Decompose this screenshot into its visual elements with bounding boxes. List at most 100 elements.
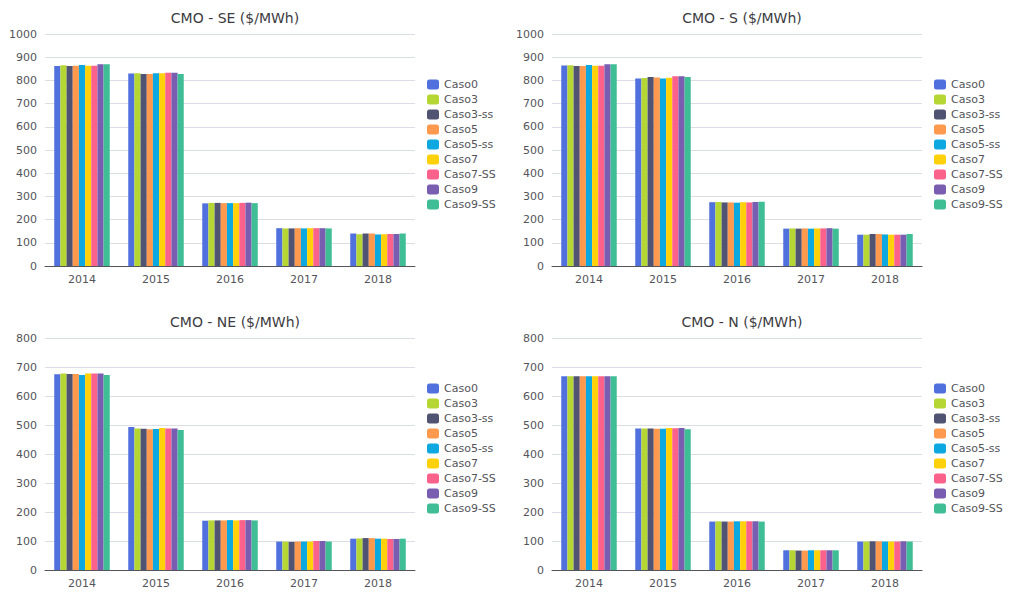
svg-text:2017: 2017 [290, 577, 318, 590]
svg-text:100: 100 [523, 535, 544, 548]
svg-text:2014: 2014 [575, 273, 603, 286]
svg-text:Caso9-SS: Caso9-SS [951, 502, 1003, 515]
svg-text:2018: 2018 [364, 577, 392, 590]
svg-text:2016: 2016 [216, 273, 244, 286]
svg-text:2017: 2017 [797, 273, 825, 286]
svg-text:500: 500 [523, 419, 544, 432]
svg-text:500: 500 [16, 144, 37, 157]
svg-text:Caso7-SS: Caso7-SS [444, 168, 496, 181]
svg-text:100: 100 [523, 236, 544, 249]
svg-text:Caso0: Caso0 [951, 78, 985, 91]
svg-text:Caso7-SS: Caso7-SS [444, 472, 496, 485]
svg-text:Caso5: Caso5 [444, 427, 478, 440]
svg-text:200: 200 [523, 506, 544, 519]
svg-text:2014: 2014 [68, 273, 96, 286]
svg-text:CMO - NE ($/MWh): CMO - NE ($/MWh) [170, 314, 300, 330]
svg-text:400: 400 [523, 448, 544, 461]
svg-text:700: 700 [523, 97, 544, 110]
svg-text:300: 300 [16, 477, 37, 490]
svg-text:2015: 2015 [142, 273, 170, 286]
svg-text:Caso0: Caso0 [444, 382, 478, 395]
svg-text:0: 0 [30, 260, 37, 273]
svg-text:Caso9: Caso9 [444, 487, 478, 500]
svg-text:2018: 2018 [364, 273, 392, 286]
svg-text:Caso9-SS: Caso9-SS [951, 198, 1003, 211]
svg-text:700: 700 [16, 361, 37, 374]
svg-text:2016: 2016 [216, 577, 244, 590]
svg-text:300: 300 [523, 477, 544, 490]
svg-text:400: 400 [523, 167, 544, 180]
svg-text:Caso9-SS: Caso9-SS [444, 502, 496, 515]
svg-text:600: 600 [523, 120, 544, 133]
svg-text:200: 200 [16, 506, 37, 519]
svg-text:2017: 2017 [290, 273, 318, 286]
svg-text:100: 100 [16, 535, 37, 548]
svg-text:CMO - S ($/MWh): CMO - S ($/MWh) [682, 10, 802, 26]
svg-text:2015: 2015 [649, 273, 677, 286]
svg-text:600: 600 [523, 390, 544, 403]
svg-text:Caso9: Caso9 [951, 183, 985, 196]
svg-text:2015: 2015 [142, 577, 170, 590]
svg-text:Caso0: Caso0 [444, 78, 478, 91]
svg-text:2014: 2014 [575, 577, 603, 590]
svg-text:800: 800 [16, 74, 37, 87]
svg-text:Caso5-ss: Caso5-ss [951, 138, 1001, 151]
svg-text:800: 800 [16, 332, 37, 345]
svg-text:Caso3-ss: Caso3-ss [444, 108, 494, 121]
svg-text:Caso3: Caso3 [444, 93, 478, 106]
svg-text:700: 700 [16, 97, 37, 110]
svg-text:Caso3-ss: Caso3-ss [951, 412, 1001, 425]
svg-text:2018: 2018 [871, 577, 899, 590]
svg-text:Caso7: Caso7 [444, 153, 478, 166]
svg-text:Caso3-ss: Caso3-ss [951, 108, 1001, 121]
svg-text:Caso0: Caso0 [951, 382, 985, 395]
svg-text:2016: 2016 [723, 577, 751, 590]
svg-text:Caso3-ss: Caso3-ss [444, 412, 494, 425]
svg-text:700: 700 [523, 361, 544, 374]
svg-text:1000: 1000 [9, 28, 37, 41]
svg-text:Caso9: Caso9 [444, 183, 478, 196]
svg-text:Caso7: Caso7 [444, 457, 478, 470]
svg-text:Caso9: Caso9 [951, 487, 985, 500]
svg-text:Caso5-ss: Caso5-ss [951, 442, 1001, 455]
svg-text:800: 800 [523, 332, 544, 345]
svg-text:Caso5-ss: Caso5-ss [444, 138, 494, 151]
svg-text:2014: 2014 [68, 577, 96, 590]
svg-text:Caso5: Caso5 [951, 427, 985, 440]
svg-text:Caso3: Caso3 [951, 93, 985, 106]
svg-text:400: 400 [16, 448, 37, 461]
svg-text:CMO - SE ($/MWh): CMO - SE ($/MWh) [171, 10, 299, 26]
svg-text:500: 500 [523, 144, 544, 157]
svg-text:100: 100 [16, 236, 37, 249]
svg-text:300: 300 [16, 190, 37, 203]
svg-text:600: 600 [16, 390, 37, 403]
svg-text:900: 900 [523, 51, 544, 64]
svg-text:2018: 2018 [871, 273, 899, 286]
svg-text:Caso7-SS: Caso7-SS [951, 168, 1003, 181]
svg-text:Caso3: Caso3 [444, 397, 478, 410]
svg-text:500: 500 [16, 419, 37, 432]
svg-text:200: 200 [16, 213, 37, 226]
svg-text:Caso7: Caso7 [951, 153, 985, 166]
svg-text:200: 200 [523, 213, 544, 226]
svg-text:0: 0 [537, 260, 544, 273]
svg-text:2017: 2017 [797, 577, 825, 590]
svg-text:2016: 2016 [723, 273, 751, 286]
svg-text:900: 900 [16, 51, 37, 64]
svg-text:Caso5-ss: Caso5-ss [444, 442, 494, 455]
svg-text:1000: 1000 [516, 28, 544, 41]
svg-text:300: 300 [523, 190, 544, 203]
svg-text:Caso5: Caso5 [444, 123, 478, 136]
svg-text:Caso7-SS: Caso7-SS [951, 472, 1003, 485]
svg-text:Caso9-SS: Caso9-SS [444, 198, 496, 211]
svg-text:2015: 2015 [649, 577, 677, 590]
svg-text:Caso3: Caso3 [951, 397, 985, 410]
svg-text:800: 800 [523, 74, 544, 87]
svg-text:600: 600 [16, 120, 37, 133]
svg-text:CMO - N ($/MWh): CMO - N ($/MWh) [681, 314, 802, 330]
svg-text:0: 0 [537, 564, 544, 577]
svg-text:Caso5: Caso5 [951, 123, 985, 136]
svg-text:400: 400 [16, 167, 37, 180]
svg-text:Caso7: Caso7 [951, 457, 985, 470]
svg-text:0: 0 [30, 564, 37, 577]
